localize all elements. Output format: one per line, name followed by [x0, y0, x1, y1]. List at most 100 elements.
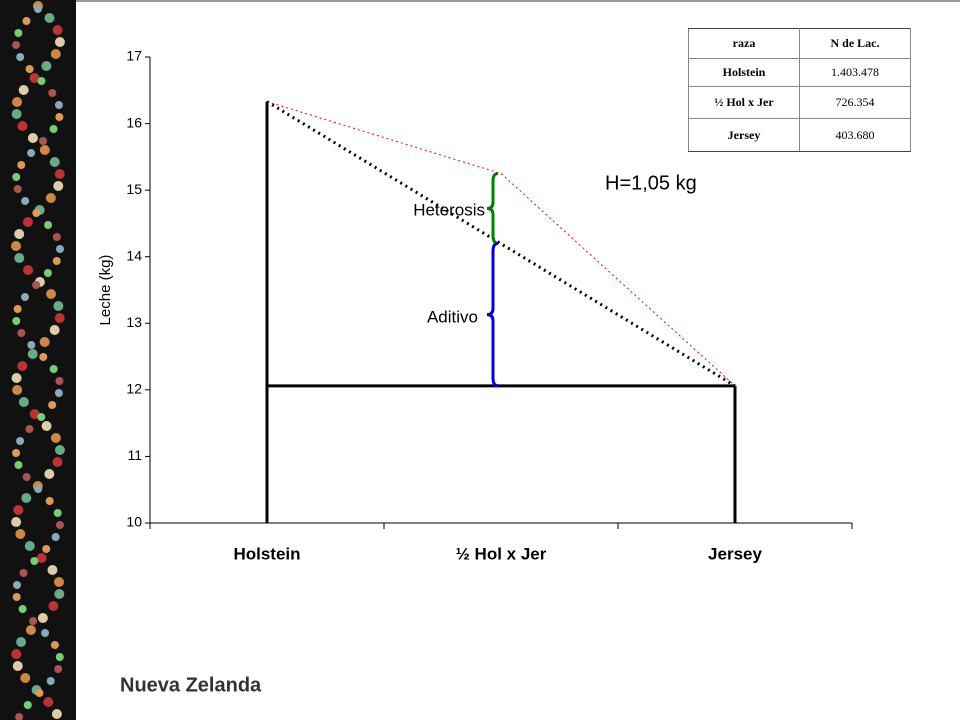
y-tick-label: 16	[126, 114, 142, 130]
dna-decoration	[15, 529, 26, 539]
dna-decoration	[54, 169, 65, 179]
dna-decoration	[27, 133, 38, 143]
dna-decoration	[29, 617, 38, 625]
dna-decoration	[14, 29, 23, 37]
dna-decoration	[39, 137, 48, 145]
x-tick-label: Jersey	[708, 544, 762, 563]
additive-line	[266, 100, 736, 388]
data-table: raza N de Lac. Holstein 1.403.478 ½ Hol x …	[688, 28, 911, 152]
y-axis-label: Leche (kg)	[97, 255, 114, 326]
x-tick-label: ½ Hol x Jer	[456, 544, 547, 563]
dna-decoration	[43, 269, 52, 277]
dna-decoration	[55, 113, 64, 121]
annotation: Heterosis	[413, 200, 485, 219]
table-header: raza	[688, 28, 800, 59]
dna-decoration	[44, 13, 55, 23]
dna-decoration	[16, 637, 27, 647]
dna-decoration	[49, 325, 60, 335]
dna-decoration	[27, 149, 36, 157]
dna-decoration	[20, 293, 29, 301]
dna-decoration	[11, 241, 22, 251]
dna-decoration	[12, 317, 21, 325]
dna-decoration	[43, 697, 54, 707]
dna-strip	[0, 0, 76, 720]
dna-decoration	[50, 49, 61, 59]
dna-decoration	[17, 121, 28, 131]
dna-decoration	[13, 581, 22, 589]
dna-decoration	[52, 25, 63, 35]
dna-decoration	[52, 233, 61, 241]
table-cell: 726.354	[799, 86, 911, 119]
dna-decoration	[22, 217, 33, 227]
y-tick-label: 13	[126, 314, 142, 330]
dna-decoration	[23, 701, 32, 709]
dna-decoration	[32, 209, 41, 217]
dna-decoration	[27, 341, 36, 349]
dna-decoration	[14, 253, 25, 263]
dna-decoration	[11, 517, 22, 527]
dna-decoration	[17, 361, 28, 371]
dna-decoration	[20, 673, 31, 683]
dna-decoration	[49, 125, 58, 133]
dna-decoration	[52, 257, 61, 265]
dna-decoration	[55, 245, 64, 253]
dna-decoration	[55, 521, 64, 529]
dna-decoration	[41, 61, 52, 71]
annotation: H=1,05 kg	[605, 172, 697, 194]
y-tick-label: 14	[126, 247, 142, 263]
top-border	[0, 0, 960, 2]
dna-decoration	[53, 509, 62, 517]
dna-decoration	[17, 161, 26, 169]
dna-decoration	[50, 641, 59, 649]
dna-decoration	[48, 89, 57, 97]
dna-decoration	[54, 589, 65, 599]
dna-decoration	[25, 425, 34, 433]
dna-decoration	[55, 377, 64, 385]
dna-decoration	[48, 601, 59, 611]
dna-decoration	[12, 41, 21, 49]
y-tick-label: 15	[126, 181, 142, 197]
dna-decoration	[19, 569, 28, 577]
dna-decoration	[51, 533, 60, 541]
dna-decoration	[42, 545, 51, 553]
dna-decoration	[53, 301, 64, 311]
annotation: Aditivo	[427, 307, 478, 326]
dna-decoration	[39, 145, 50, 155]
dna-decoration	[54, 37, 65, 47]
dna-decoration	[52, 457, 63, 467]
dna-decoration	[21, 493, 32, 503]
dna-decoration	[21, 197, 30, 205]
dna-decoration	[50, 433, 61, 443]
dna-decoration	[11, 109, 22, 119]
table-cell: 1.403.478	[799, 58, 911, 87]
dna-decoration	[11, 373, 22, 383]
table-cell: Jersey	[688, 118, 800, 152]
dna-decoration	[54, 389, 63, 397]
dna-decoration	[24, 541, 35, 551]
dna-decoration	[29, 409, 40, 419]
dna-decoration	[12, 449, 21, 457]
dna-decoration	[11, 649, 22, 659]
dna-decoration	[34, 485, 43, 493]
dna-decoration	[41, 629, 50, 637]
dna-decoration	[39, 337, 50, 347]
dna-decoration	[16, 437, 25, 445]
table-cell: 403.680	[799, 118, 911, 152]
dna-decoration	[25, 65, 34, 73]
dna-decoration	[54, 101, 63, 109]
dna-decoration	[18, 397, 29, 407]
dna-decoration	[49, 157, 60, 167]
dna-decoration	[32, 281, 41, 289]
dna-decoration	[16, 53, 25, 61]
dna-decoration	[15, 713, 24, 720]
dna-decoration	[48, 401, 57, 409]
dna-decoration	[23, 265, 34, 275]
dna-decoration	[25, 625, 36, 635]
table-cell: Holstein	[688, 58, 800, 87]
dna-decoration	[36, 553, 47, 563]
y-tick-label: 12	[126, 381, 142, 397]
dna-decoration	[54, 313, 65, 323]
dna-decoration	[22, 473, 31, 481]
